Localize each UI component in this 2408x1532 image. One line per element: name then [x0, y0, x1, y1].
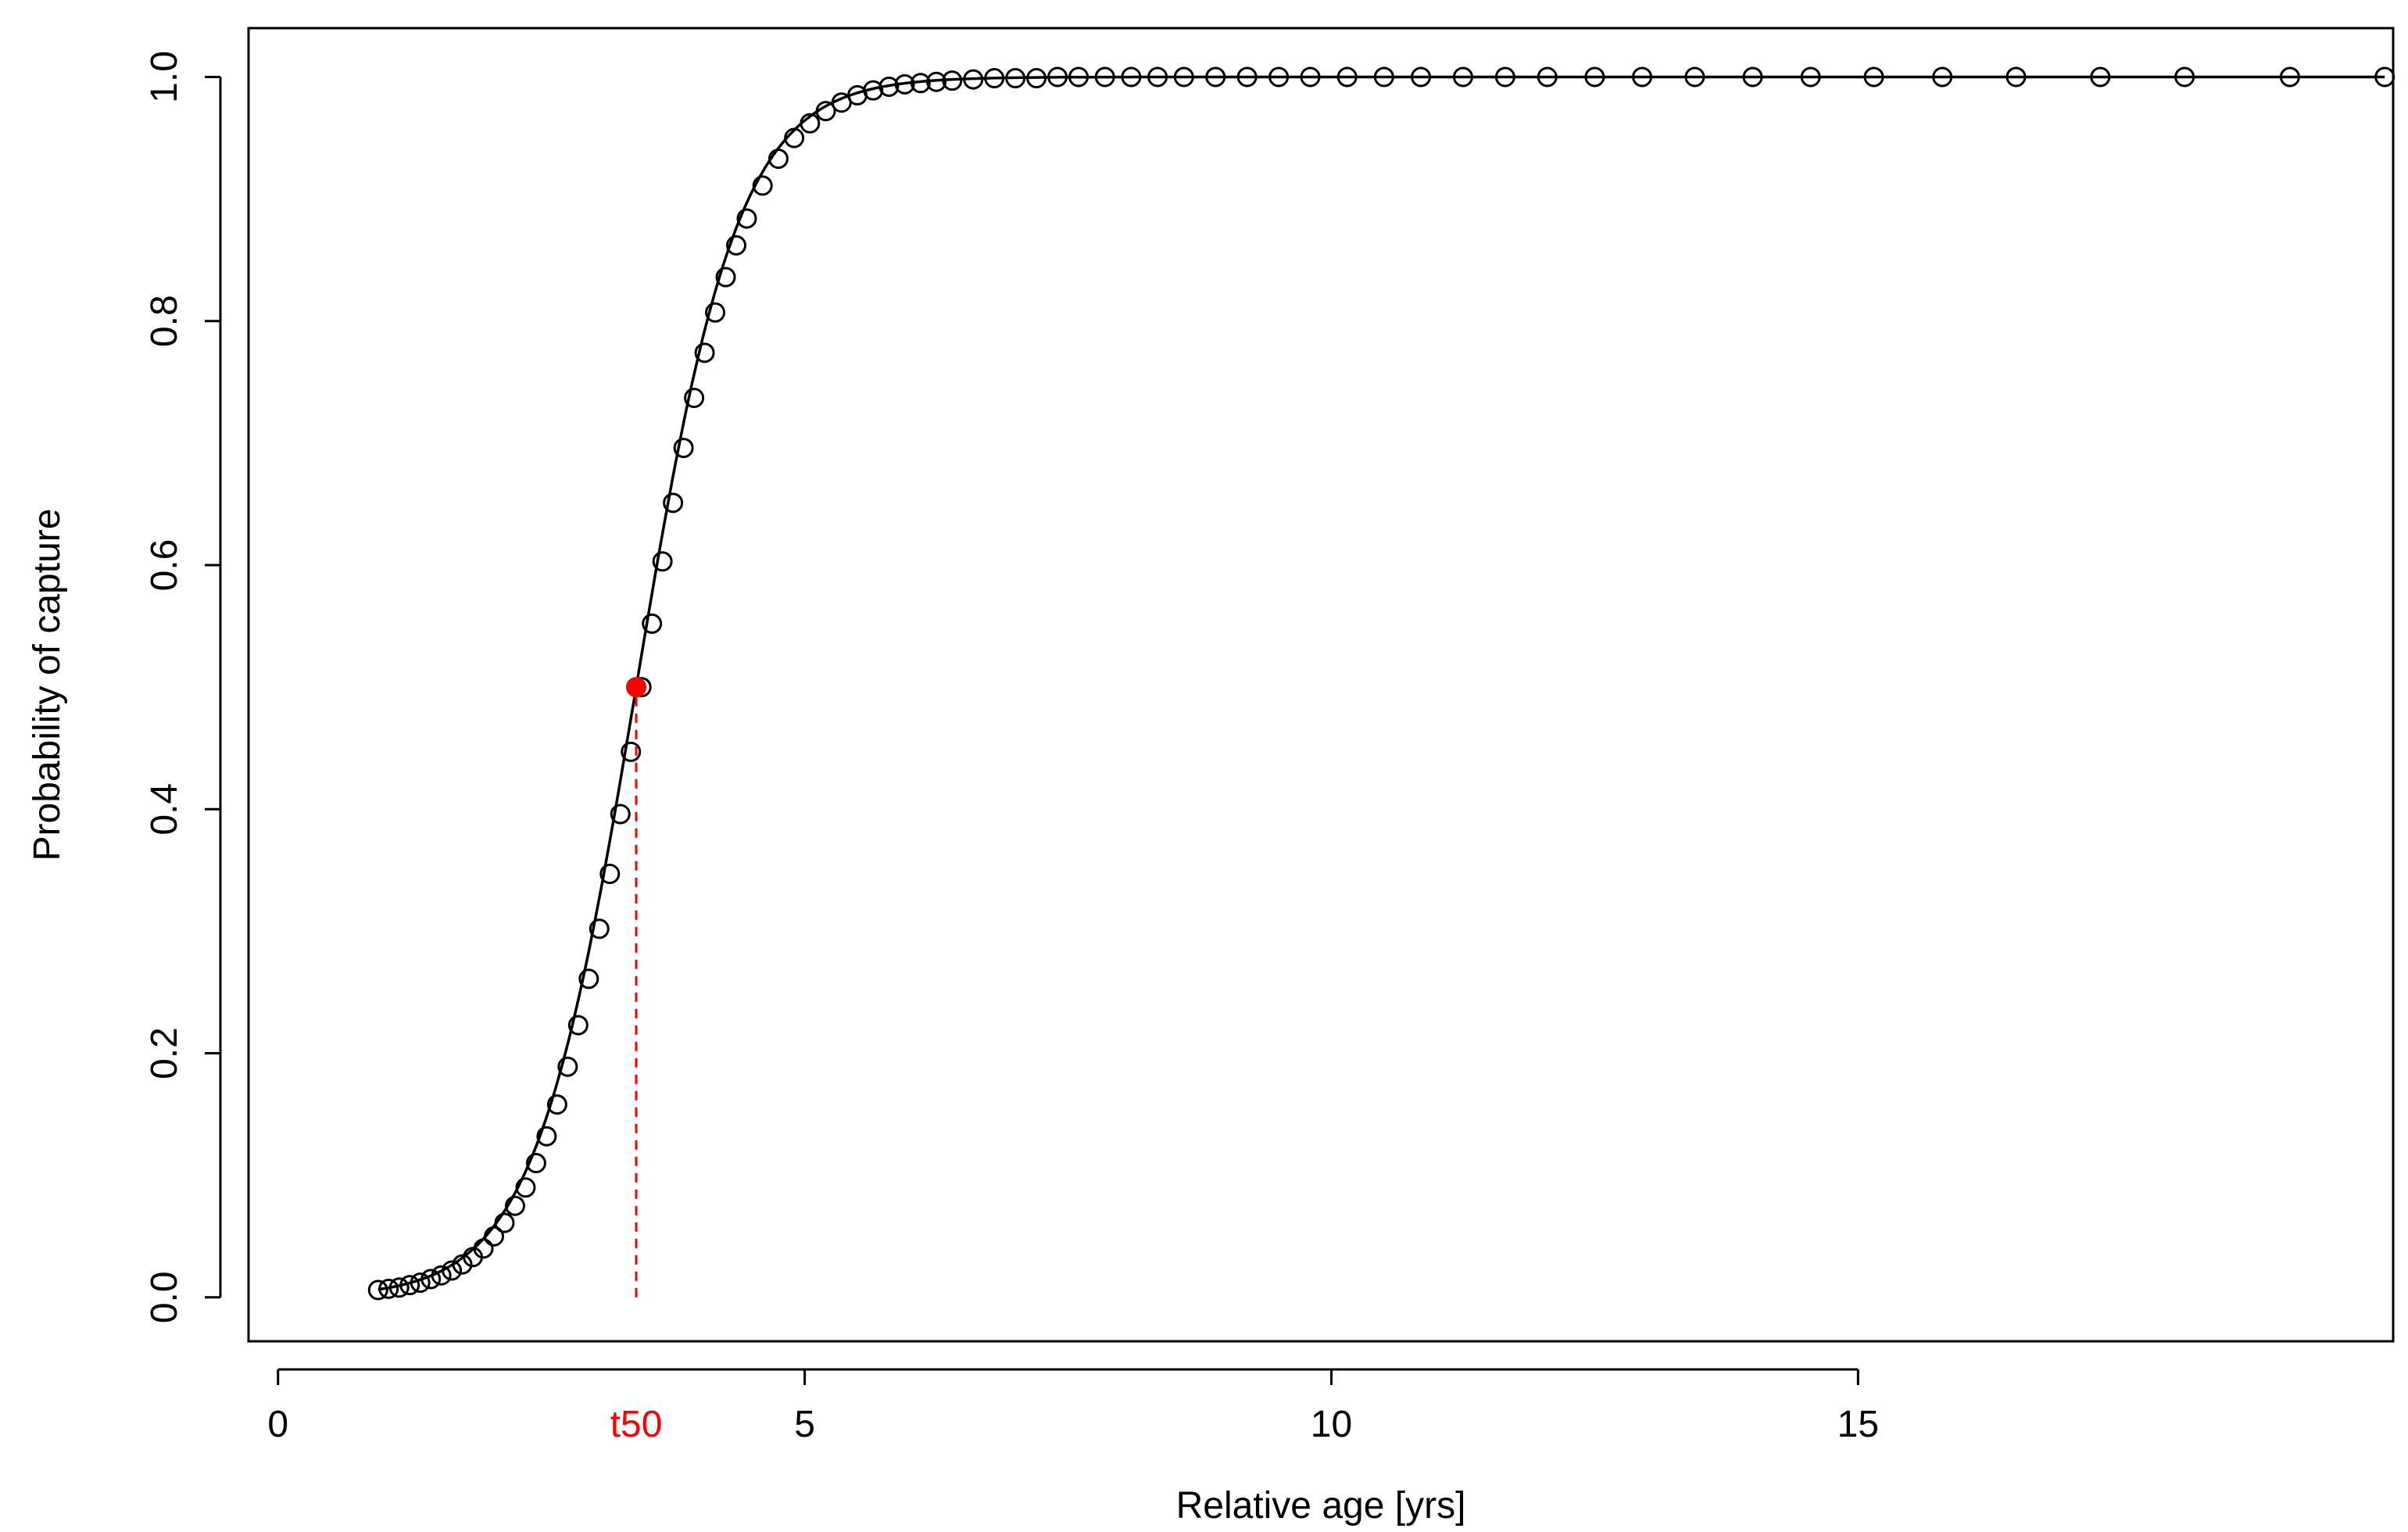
data-point: [2005, 66, 2027, 88]
data-point: [1236, 66, 1258, 88]
data-point: [410, 1272, 431, 1294]
data-point: [1373, 66, 1394, 88]
data-point: [1005, 68, 1026, 89]
data-point: [1632, 66, 1653, 88]
data-point: [815, 101, 836, 122]
data-point: [1452, 66, 1473, 88]
data-point: [515, 1177, 536, 1198]
data-point: [736, 208, 757, 229]
data-point: [442, 1260, 463, 1281]
plot-frame: [247, 27, 2395, 1343]
data-point: [610, 804, 631, 825]
data-point: [726, 234, 747, 256]
data-point: [1068, 66, 1090, 88]
data-point: [2090, 66, 2111, 88]
data-point: [557, 1056, 578, 1077]
data-point: [2279, 66, 2300, 88]
data-point: [1205, 66, 1226, 88]
data-point: [784, 127, 805, 149]
data-point: [567, 1015, 589, 1036]
y-tick-label: 0.8: [144, 295, 185, 347]
y-tick-label: 1.0: [144, 51, 185, 103]
y-tick-label: 0.2: [144, 1027, 185, 1079]
data-point: [1411, 66, 1432, 88]
x-tick-label: 15: [1837, 1404, 1879, 1445]
data-point: [910, 73, 931, 94]
data-point: [1268, 66, 1290, 88]
data-point: [894, 73, 915, 95]
data-point: [1147, 66, 1168, 88]
data-point: [578, 968, 599, 990]
data-point: [494, 1212, 515, 1233]
t50-label: t50: [610, 1404, 663, 1445]
data-point: [715, 267, 736, 288]
data-point: [673, 438, 694, 459]
data-point: [484, 1226, 505, 1247]
data-point: [1047, 66, 1068, 88]
fitted-curve: [377, 75, 2385, 1291]
data-point: [1173, 66, 1194, 88]
data-point: [536, 1126, 557, 1147]
data-point: [1026, 68, 1047, 89]
x-axis-title: Relative age [yrs]: [1176, 1485, 1466, 1527]
data-points: [367, 66, 2395, 1301]
data-point: [663, 492, 684, 514]
data-point: [984, 68, 1005, 89]
data-point: [473, 1238, 494, 1259]
data-point: [1494, 66, 1515, 88]
data-point: [504, 1195, 525, 1216]
data-point: [2374, 66, 2395, 88]
data-point: [525, 1153, 546, 1174]
data-point: [1537, 66, 1558, 88]
data-point: [621, 741, 642, 762]
data-point: [1300, 66, 1321, 88]
data-point: [367, 1280, 388, 1301]
data-point: [752, 175, 773, 196]
data-point: [642, 613, 663, 634]
data-point: [767, 149, 789, 170]
y-tick-label: 0.4: [144, 783, 185, 836]
data-point: [694, 342, 715, 363]
y-tick-label: 0.0: [144, 1271, 185, 1323]
data-point: [1121, 66, 1142, 88]
x-tick-label: 5: [794, 1404, 815, 1445]
y-axis-title: Probability of capture: [27, 509, 68, 861]
data-point: [800, 113, 821, 134]
x-tick-label: 10: [1311, 1404, 1352, 1445]
curve-line: [377, 75, 2385, 1291]
data-point: [1684, 66, 1705, 88]
data-point: [589, 918, 610, 940]
data-point: [684, 388, 705, 409]
y-axis: 0.0 0.2 0.4 0.6 0.8 1.0: [144, 51, 222, 1323]
data-point: [926, 71, 947, 92]
data-point: [942, 70, 963, 91]
data-point: [399, 1275, 420, 1296]
y-tick-label: 0.6: [144, 539, 185, 592]
data-point: [452, 1254, 473, 1275]
data-point: [388, 1277, 410, 1298]
data-point: [420, 1269, 442, 1290]
data-point: [546, 1094, 567, 1115]
data-point: [1863, 66, 1884, 88]
t50-annotation: t50: [610, 677, 663, 1445]
data-point: [1584, 66, 1605, 88]
data-point: [1094, 66, 1115, 88]
data-point: [652, 551, 673, 572]
data-point: [378, 1278, 399, 1299]
data-point: [705, 302, 726, 323]
data-point: [431, 1265, 452, 1286]
data-point: [1932, 66, 1953, 88]
data-point: [1800, 66, 1821, 88]
data-point: [963, 69, 984, 90]
data-point: [863, 80, 884, 101]
data-point: [2174, 66, 2195, 88]
data-point: [878, 76, 900, 97]
x-tick-label: 0: [267, 1404, 288, 1445]
data-point: [1336, 66, 1358, 88]
data-point: [599, 864, 621, 885]
data-point: [1742, 66, 1763, 88]
x-axis: 0 5 10 15: [267, 1368, 1879, 1445]
